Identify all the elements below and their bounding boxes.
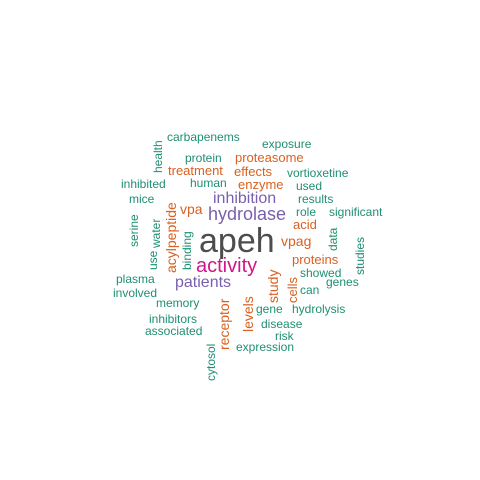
word-acylpeptide: acylpeptide	[163, 202, 179, 273]
word-cells: cells	[285, 276, 300, 303]
word-serine: serine	[127, 214, 141, 247]
word-vpag: vpag	[281, 233, 312, 249]
word-effects: effects	[234, 164, 273, 179]
word-study: study	[265, 269, 281, 303]
word-enzyme: enzyme	[238, 177, 284, 192]
word-levels: levels	[240, 296, 256, 332]
word-gene: gene	[256, 302, 283, 316]
word-hydrolase: hydrolase	[208, 204, 287, 224]
word-expression: expression	[236, 340, 295, 354]
word-use: use	[146, 250, 160, 270]
word-apeh: apeh	[199, 222, 275, 260]
word-cytosol: cytosol	[204, 343, 218, 381]
word-treatment: treatment	[168, 163, 223, 178]
word-vortioxetine: vortioxetine	[287, 166, 349, 180]
word-mice: mice	[129, 192, 155, 206]
word-role: role	[296, 205, 317, 219]
word-carbapenems: carbapenems	[167, 130, 240, 144]
word-protein: protein	[185, 151, 222, 165]
word-binding: binding	[180, 231, 194, 270]
word-inhibition: inhibition	[213, 190, 277, 207]
word-inhibited: inhibited	[121, 177, 166, 191]
word-receptor: receptor	[216, 298, 232, 350]
word-inhibitors: inhibitors	[149, 312, 198, 326]
word-patients: patients	[175, 274, 232, 291]
word-showed: showed	[300, 266, 342, 280]
word-associated: associated	[145, 324, 203, 338]
word-health: health	[151, 140, 165, 173]
word-vpa: vpa	[180, 201, 203, 217]
word-can: can	[300, 283, 320, 297]
word-hydrolysis: hydrolysis	[292, 302, 346, 316]
word-disease: disease	[261, 317, 303, 331]
word-used: used	[296, 179, 323, 193]
word-memory: memory	[156, 296, 200, 310]
word-proteasome: proteasome	[235, 150, 304, 165]
word-studies: studies	[353, 236, 367, 275]
word-activity: activity	[196, 255, 258, 277]
word-acid: acid	[293, 217, 317, 232]
word-risk: risk	[275, 329, 294, 343]
word-involved: involved	[113, 286, 158, 300]
word-genes: genes	[326, 275, 359, 289]
word-water: water	[149, 218, 163, 248]
word-exposure: exposure	[262, 137, 312, 151]
word-results: results	[298, 192, 334, 206]
word-human: human	[190, 176, 227, 190]
word-significant: significant	[329, 205, 383, 219]
word-proteins: proteins	[292, 252, 339, 267]
word-data: data	[326, 227, 340, 251]
word-plasma: plasma	[116, 272, 155, 286]
